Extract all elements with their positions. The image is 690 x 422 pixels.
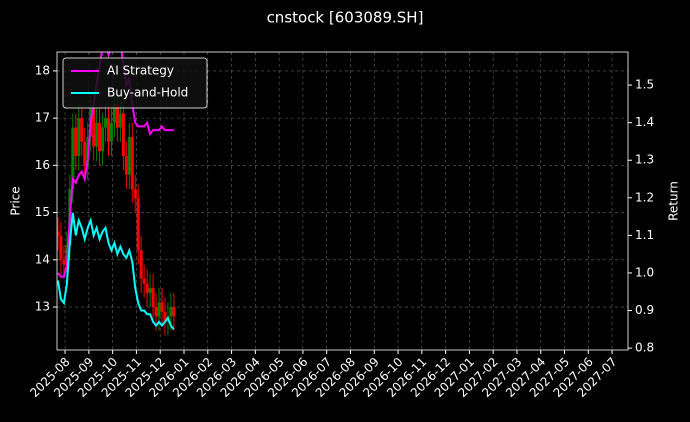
candle-body bbox=[112, 103, 116, 123]
candle-body bbox=[127, 137, 131, 175]
legend-label: Buy-and-Hold bbox=[107, 86, 188, 100]
y-tick-label: 15 bbox=[35, 205, 50, 219]
candle-body bbox=[101, 127, 105, 152]
candle-body bbox=[77, 118, 81, 156]
candle-body bbox=[154, 307, 158, 317]
y-tick-label: 18 bbox=[35, 63, 50, 77]
y2-tick-label: 1.2 bbox=[635, 190, 654, 204]
candle-body bbox=[169, 307, 173, 317]
candle-body bbox=[80, 118, 84, 142]
candle-body bbox=[104, 118, 108, 128]
candle-body bbox=[136, 198, 140, 251]
candle-body bbox=[106, 118, 110, 142]
legend: AI Strategy Buy-and-Hold bbox=[62, 57, 208, 109]
candle-body bbox=[151, 288, 155, 308]
y2-axis-label: Return bbox=[667, 181, 681, 221]
candle-body bbox=[74, 127, 78, 156]
candle-body bbox=[139, 250, 143, 279]
candle-body bbox=[133, 188, 137, 199]
candle-body bbox=[59, 236, 63, 260]
candle-body bbox=[98, 122, 102, 152]
y-tick-label: 13 bbox=[35, 300, 50, 314]
y-tick-label: 16 bbox=[35, 158, 50, 172]
candle-body bbox=[118, 113, 122, 128]
candle-body bbox=[95, 122, 99, 147]
candle-body bbox=[145, 283, 149, 293]
candle-body bbox=[130, 137, 134, 189]
candle-body bbox=[172, 307, 176, 317]
legend-label: AI Strategy bbox=[107, 64, 174, 78]
y-tick-label: 17 bbox=[35, 111, 50, 125]
candle-body bbox=[57, 231, 60, 237]
y2-tick-label: 0.8 bbox=[635, 341, 654, 355]
plot-frame bbox=[56, 51, 629, 351]
candle-body bbox=[163, 311, 167, 322]
candle-body bbox=[62, 259, 66, 265]
y2-tick-label: 1.4 bbox=[635, 115, 654, 129]
y2-tick-label: 1.1 bbox=[635, 228, 654, 242]
y2-tick-label: 0.9 bbox=[635, 303, 654, 317]
candle-body bbox=[157, 302, 161, 317]
candle-body bbox=[92, 108, 96, 147]
chart-title: cnstock [603089.SH] bbox=[267, 9, 424, 27]
candle-body bbox=[109, 122, 113, 142]
candle-body bbox=[148, 288, 152, 293]
return-line bbox=[57, 212, 175, 330]
candle-body bbox=[124, 155, 128, 175]
candle-body bbox=[142, 278, 146, 284]
y2-tick-label: 1.0 bbox=[635, 265, 654, 279]
return-line bbox=[57, 52, 174, 278]
candle-body bbox=[121, 113, 125, 156]
candle-body bbox=[83, 141, 87, 166]
y-axis-label: Price bbox=[9, 186, 23, 215]
plot-area bbox=[57, 52, 176, 336]
y2-tick-label: 1.3 bbox=[635, 153, 654, 167]
y-tick-label: 14 bbox=[35, 252, 50, 266]
candle-body bbox=[115, 103, 119, 128]
y2-tick-label: 1.5 bbox=[635, 78, 654, 92]
candle-body bbox=[71, 127, 75, 189]
candle-body bbox=[160, 302, 164, 312]
